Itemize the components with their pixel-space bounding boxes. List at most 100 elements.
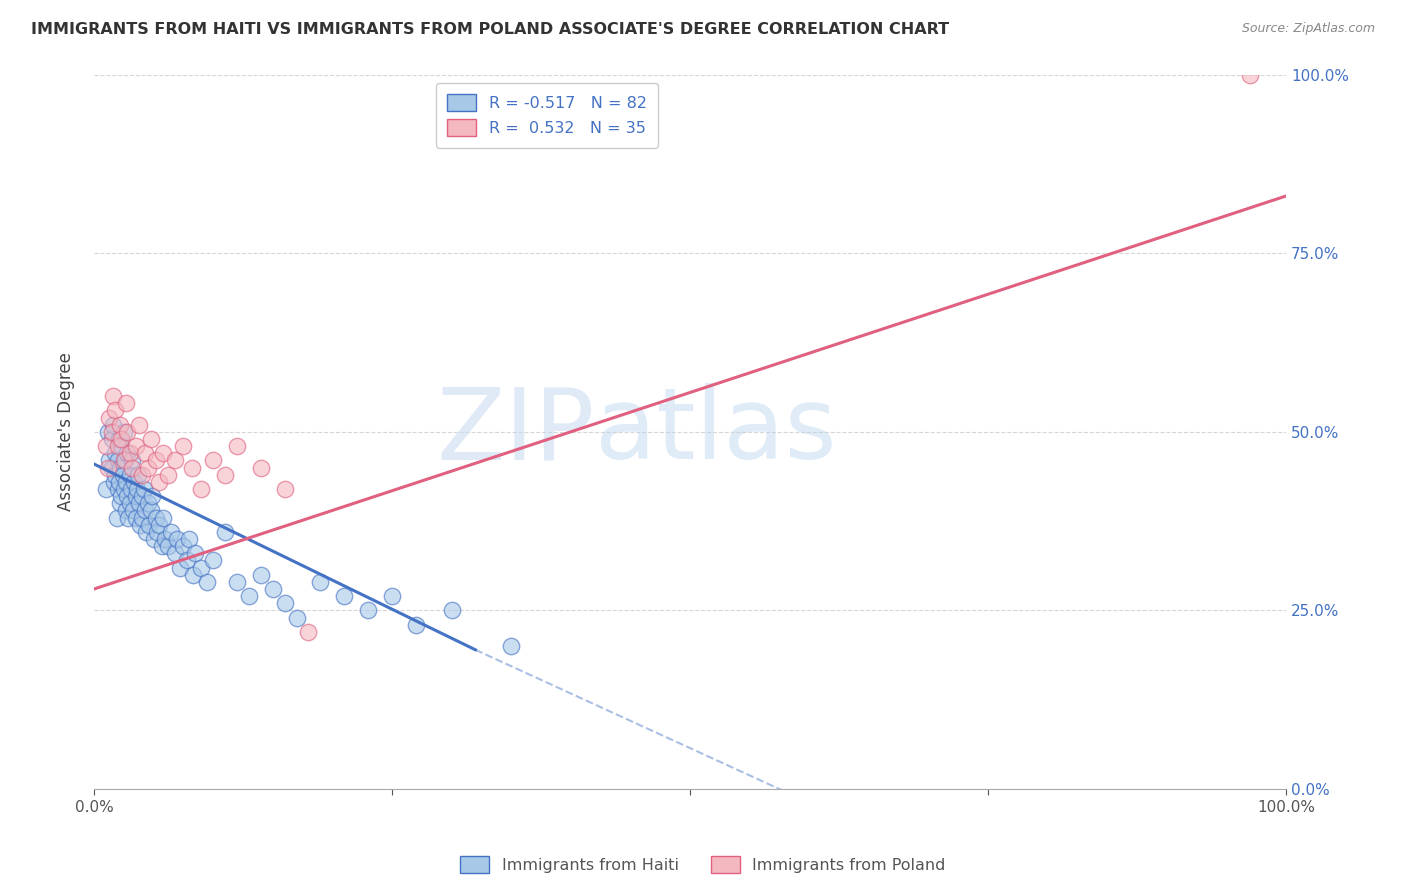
Point — [111, 467, 134, 482]
Point — [115, 503, 138, 517]
Point — [250, 567, 273, 582]
Point — [181, 567, 204, 582]
Point — [127, 467, 149, 482]
Point — [118, 467, 141, 482]
Point — [118, 446, 141, 460]
Point — [262, 582, 284, 596]
Point — [166, 532, 188, 546]
Point — [155, 532, 177, 546]
Point — [214, 524, 236, 539]
Point — [131, 467, 153, 482]
Point — [117, 446, 139, 460]
Point — [108, 496, 131, 510]
Point — [226, 574, 249, 589]
Point — [129, 517, 152, 532]
Point — [142, 532, 165, 546]
Point — [141, 432, 163, 446]
Point — [117, 489, 139, 503]
Point — [114, 453, 136, 467]
Point — [94, 482, 117, 496]
Point — [124, 475, 146, 489]
Point — [152, 446, 174, 460]
Point — [110, 489, 132, 503]
Text: ZIP: ZIP — [436, 384, 595, 480]
Point — [128, 417, 150, 432]
Point — [160, 524, 183, 539]
Point — [121, 460, 143, 475]
Point — [115, 396, 138, 410]
Point — [285, 610, 308, 624]
Point — [141, 489, 163, 503]
Point — [156, 467, 179, 482]
Point — [101, 417, 124, 432]
Point — [108, 475, 131, 489]
Point — [107, 439, 129, 453]
Point — [134, 503, 156, 517]
Point — [145, 453, 167, 467]
Point — [190, 482, 212, 496]
Point — [172, 439, 194, 453]
Point — [180, 460, 202, 475]
Y-axis label: Associate's Degree: Associate's Degree — [58, 352, 75, 511]
Point — [122, 503, 145, 517]
Point — [156, 539, 179, 553]
Point — [202, 553, 225, 567]
Point — [163, 453, 186, 467]
Point — [195, 574, 218, 589]
Point — [101, 460, 124, 475]
Point — [148, 475, 170, 489]
Point — [104, 403, 127, 417]
Point — [115, 475, 138, 489]
Point — [124, 439, 146, 453]
Point — [136, 496, 159, 510]
Point — [101, 425, 124, 439]
Point — [108, 417, 131, 432]
Point — [1239, 68, 1261, 82]
Point — [98, 410, 121, 425]
Point — [357, 603, 380, 617]
Point — [104, 467, 127, 482]
Text: atlas: atlas — [595, 384, 837, 480]
Point — [98, 453, 121, 467]
Point — [134, 446, 156, 460]
Point — [172, 539, 194, 553]
Point — [107, 482, 129, 496]
Point — [121, 453, 143, 467]
Point — [101, 389, 124, 403]
Point — [131, 510, 153, 524]
Point — [148, 517, 170, 532]
Point — [226, 439, 249, 453]
Point — [309, 574, 332, 589]
Point — [103, 475, 125, 489]
Point — [117, 425, 139, 439]
Point — [124, 489, 146, 503]
Point — [146, 524, 169, 539]
Point — [107, 453, 129, 467]
Point — [110, 439, 132, 453]
Legend: R = -0.517   N = 82, R =  0.532   N = 35: R = -0.517 N = 82, R = 0.532 N = 35 — [436, 82, 658, 148]
Legend: Immigrants from Haiti, Immigrants from Poland: Immigrants from Haiti, Immigrants from P… — [454, 849, 952, 880]
Point — [97, 425, 120, 439]
Point — [152, 510, 174, 524]
Point — [214, 467, 236, 482]
Point — [169, 560, 191, 574]
Point — [250, 460, 273, 475]
Text: Source: ZipAtlas.com: Source: ZipAtlas.com — [1241, 22, 1375, 36]
Point — [238, 589, 260, 603]
Point — [150, 539, 173, 553]
Point — [138, 517, 160, 532]
Text: IMMIGRANTS FROM HAITI VS IMMIGRANTS FROM POLAND ASSOCIATE'S DEGREE CORRELATION C: IMMIGRANTS FROM HAITI VS IMMIGRANTS FROM… — [31, 22, 949, 37]
Point — [128, 496, 150, 510]
Point — [176, 553, 198, 567]
Point — [104, 446, 127, 460]
Point — [125, 482, 148, 496]
Point — [112, 425, 135, 439]
Point — [112, 482, 135, 496]
Point — [381, 589, 404, 603]
Point — [273, 596, 295, 610]
Point — [124, 510, 146, 524]
Point — [132, 482, 155, 496]
Point — [273, 482, 295, 496]
Point — [145, 510, 167, 524]
Point — [202, 453, 225, 467]
